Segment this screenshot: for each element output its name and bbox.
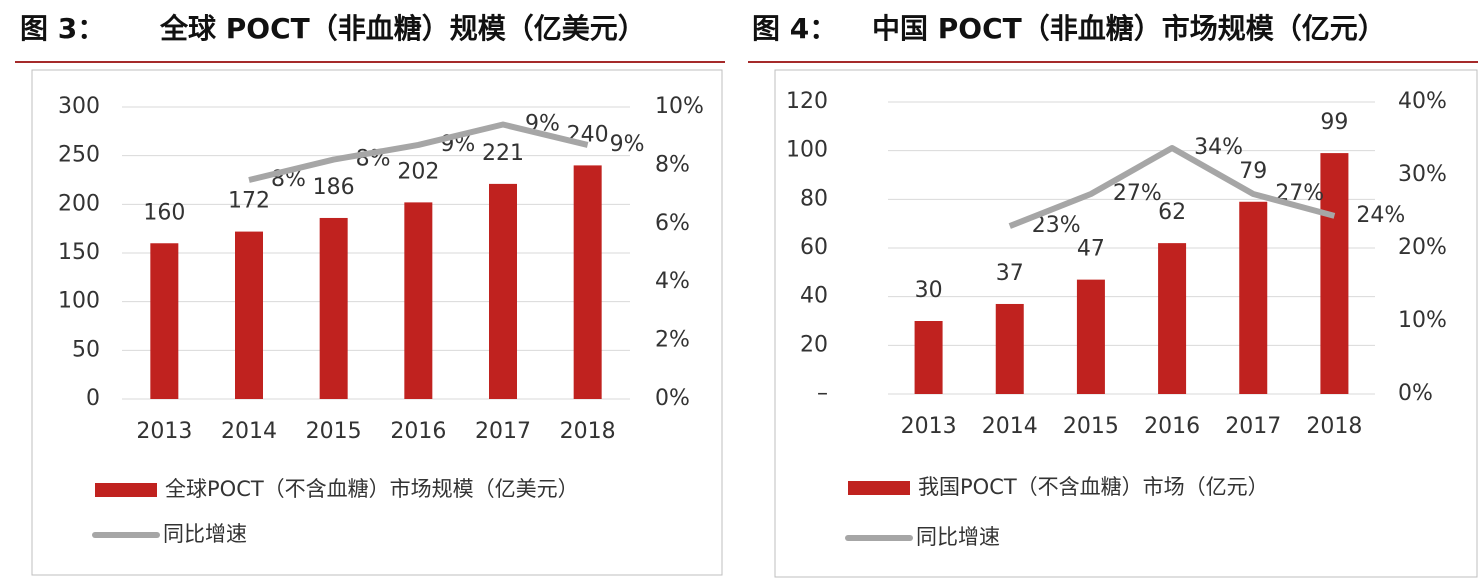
bar: [404, 202, 433, 399]
x-tick-label: 2018: [560, 419, 616, 444]
chart-title: 全球 POCT（非血糖）规模（亿美元）: [159, 12, 646, 45]
legend-swatch: [95, 483, 157, 497]
data-label: 27%: [1113, 181, 1162, 206]
data-label: 30: [915, 278, 943, 303]
bar: [1320, 153, 1349, 394]
bar: [573, 165, 602, 399]
y-tick-label: 300: [58, 94, 100, 119]
y-tick-label: –: [817, 381, 828, 406]
data-label: 172: [228, 189, 270, 214]
y-tick-label: 40: [800, 284, 828, 309]
bar: [914, 321, 943, 394]
bar: [1076, 279, 1105, 394]
x-tick-label: 2013: [136, 419, 192, 444]
y-tick-label: 200: [58, 191, 100, 216]
y2-tick-label: 20%: [1398, 235, 1447, 260]
data-label: 47: [1077, 237, 1105, 262]
legend-label: 同比增速: [916, 525, 1000, 549]
data-label: 99: [1320, 110, 1348, 135]
bar: [489, 183, 517, 399]
chart-title: 中国 POCT（非血糖）市场规模（亿元）: [872, 12, 1386, 45]
bar: [235, 231, 263, 399]
x-tick-label: 2017: [475, 419, 531, 444]
y2-tick-label: 4%: [655, 269, 690, 294]
x-tick-label: 2013: [901, 414, 957, 439]
chart-frame: [774, 69, 1478, 578]
x-tick-label: 2017: [1225, 414, 1281, 439]
y-tick-label: 100: [786, 138, 828, 163]
x-tick-label: 2014: [221, 419, 277, 444]
legend-swatch: [848, 481, 910, 495]
y-tick-label: 250: [58, 143, 100, 168]
legend-label: 我国POCT（不含血糖）市场（亿元）: [918, 475, 1269, 499]
y2-tick-label: 30%: [1398, 162, 1447, 187]
y-tick-label: 120: [786, 89, 828, 114]
figure-label: 图 3：: [20, 12, 105, 45]
y2-tick-label: 2%: [655, 328, 690, 353]
data-label: 9%: [610, 132, 645, 157]
y-tick-label: 100: [58, 289, 100, 314]
data-label: 202: [397, 159, 439, 184]
y-tick-label: 60: [800, 235, 828, 260]
legend-label: 同比增速: [163, 522, 247, 546]
y2-tick-label: 0%: [1398, 381, 1433, 406]
data-label: 160: [143, 200, 185, 225]
x-tick-label: 2015: [1063, 414, 1119, 439]
y-tick-label: 0: [86, 386, 100, 411]
data-label: 221: [482, 141, 524, 166]
data-label: 37: [996, 261, 1024, 286]
y2-tick-label: 8%: [655, 152, 690, 177]
figure-label: 图 4：: [752, 12, 837, 45]
bar: [319, 217, 348, 399]
chart-frame: [31, 69, 723, 576]
x-tick-label: 2015: [306, 419, 362, 444]
line: [1008, 144, 1336, 229]
data-label: 186: [313, 175, 355, 200]
bar: [1158, 243, 1187, 394]
x-tick-label: 2016: [1144, 414, 1200, 439]
y-tick-label: 80: [800, 186, 828, 211]
bar: [995, 303, 1024, 394]
x-tick-label: 2014: [982, 414, 1038, 439]
y-tick-label: 150: [58, 240, 100, 265]
bar: [150, 243, 179, 399]
data-label: 62: [1158, 200, 1186, 225]
y2-tick-label: 0%: [655, 386, 690, 411]
y2-tick-label: 10%: [1398, 308, 1447, 333]
y2-tick-label: 10%: [655, 94, 704, 119]
x-tick-label: 2018: [1306, 414, 1362, 439]
y2-tick-label: 6%: [655, 211, 690, 236]
data-label: 34%: [1194, 135, 1243, 160]
legend-label: 全球POCT（不含血糖）市场规模（亿美元）: [165, 477, 579, 501]
x-tick-label: 2016: [390, 419, 446, 444]
data-label: 79: [1239, 159, 1267, 184]
y2-tick-label: 40%: [1398, 89, 1447, 114]
y-tick-label: 20: [800, 332, 828, 357]
y-tick-label: 50: [72, 337, 100, 362]
line: [248, 121, 589, 183]
bar: [1239, 201, 1268, 394]
data-label: 24%: [1356, 203, 1405, 228]
